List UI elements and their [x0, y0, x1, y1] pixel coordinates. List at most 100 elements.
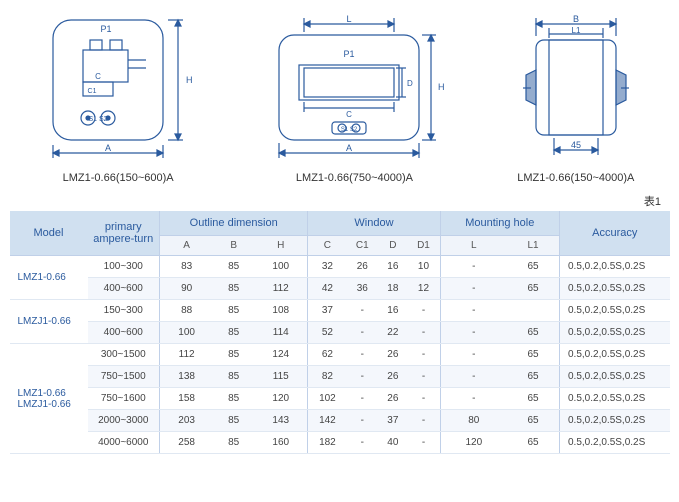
cell-B: 85	[213, 256, 254, 278]
cell-L1: 65	[507, 388, 559, 410]
cell-C: 42	[308, 278, 347, 300]
cell-C1: -	[346, 300, 378, 322]
table-row: 4000~600025885160182-40-120650.5,0.2,0.5…	[10, 432, 670, 454]
col-L1: L1	[507, 236, 559, 256]
cell-C: 37	[308, 300, 347, 322]
svg-text:L1: L1	[571, 26, 580, 35]
table-body: LMZ1-0.66100~300838510032261610-650.5,0.…	[10, 256, 670, 454]
svg-text:H: H	[186, 75, 193, 85]
cell-C1: -	[346, 366, 378, 388]
cell-B: 85	[213, 366, 254, 388]
cell-H: 160	[254, 432, 308, 454]
svg-text:H: H	[438, 82, 445, 92]
cell-at: 2000~3000	[88, 410, 160, 432]
table-caption: 表1	[0, 189, 679, 211]
cell-D1: -	[407, 366, 440, 388]
cell-A: 90	[160, 278, 214, 300]
cell-B: 85	[213, 278, 254, 300]
diagram-3: B L1 45 LMZ1-0.66(150~4000)A	[501, 10, 651, 184]
col-D: D	[378, 236, 407, 256]
diagram-3-svg: B L1 45	[501, 10, 651, 160]
cell-model: LMZ1-0.66	[10, 256, 88, 300]
cell-H: 112	[254, 278, 308, 300]
diagram-2: P1 C D S1 S2 L H	[254, 10, 454, 184]
cell-B: 85	[213, 388, 254, 410]
cell-at: 750~1500	[88, 366, 160, 388]
cell-L: 80	[440, 410, 507, 432]
diagram-3-label: LMZ1-0.66(150~4000)A	[517, 172, 634, 184]
cell-A: 138	[160, 366, 214, 388]
cell-L: -	[440, 256, 507, 278]
cell-C1: 26	[346, 256, 378, 278]
cell-L: -	[440, 366, 507, 388]
cell-L1: 65	[507, 344, 559, 366]
cell-D1: -	[407, 300, 440, 322]
col-B: B	[213, 236, 254, 256]
cell-D1: 12	[407, 278, 440, 300]
cell-L: -	[440, 344, 507, 366]
cell-D: 26	[378, 388, 407, 410]
diagram-2-label: LMZ1-0.66(750~4000)A	[296, 172, 413, 184]
cell-H: 114	[254, 322, 308, 344]
cell-B: 85	[213, 322, 254, 344]
table-row: 750~15001388511582-26--650.5,0.2,0.5S,0.…	[10, 366, 670, 388]
cell-D: 16	[378, 300, 407, 322]
cell-acc: 0.5,0.2,0.5S,0.2S	[560, 410, 670, 432]
cell-D: 22	[378, 322, 407, 344]
cell-A: 158	[160, 388, 214, 410]
cell-C: 182	[308, 432, 347, 454]
diagram-1: P1 C C1 S1 S2 H A LMZ1-0.66(150~600)A	[28, 10, 208, 184]
cell-D: 40	[378, 432, 407, 454]
cell-L: -	[440, 300, 507, 322]
table-row: LMZJ1-0.66150~300888510837-16--0.5,0.2,0…	[10, 300, 670, 322]
col-D1: D1	[407, 236, 440, 256]
col-accuracy: Accuracy	[560, 211, 670, 256]
col-C: C	[308, 236, 347, 256]
col-A: A	[160, 236, 214, 256]
table-row: LMZ1-0.66100~300838510032261610-650.5,0.…	[10, 256, 670, 278]
col-L: L	[440, 236, 507, 256]
cell-D: 26	[378, 344, 407, 366]
cell-D1: -	[407, 344, 440, 366]
cell-D: 18	[378, 278, 407, 300]
cell-H: 124	[254, 344, 308, 366]
diagrams-row: P1 C C1 S1 S2 H A LMZ1-0.66(150~600)A	[0, 0, 679, 189]
svg-text:D: D	[407, 79, 413, 88]
cell-L1: 65	[507, 256, 559, 278]
cell-at: 150~300	[88, 300, 160, 322]
cell-D: 37	[378, 410, 407, 432]
cell-D1: -	[407, 322, 440, 344]
cell-at: 400~600	[88, 278, 160, 300]
cell-model: LMZ1-0.66 LMZJ1-0.66	[10, 344, 88, 454]
svg-text:C: C	[347, 110, 353, 119]
cell-C: 62	[308, 344, 347, 366]
cell-L1: 65	[507, 410, 559, 432]
cell-A: 100	[160, 322, 214, 344]
cell-H: 115	[254, 366, 308, 388]
cell-C1: -	[346, 388, 378, 410]
cell-C1: 36	[346, 278, 378, 300]
spec-table: Model primary ampere-turn Outline dimens…	[10, 211, 670, 454]
cell-A: 203	[160, 410, 214, 432]
table-row: 750~160015885120102-26--650.5,0.2,0.5S,0…	[10, 388, 670, 410]
cell-B: 85	[213, 410, 254, 432]
cell-A: 88	[160, 300, 214, 322]
cell-acc: 0.5,0.2,0.5S,0.2S	[560, 344, 670, 366]
cell-acc: 0.5,0.2,0.5S,0.2S	[560, 322, 670, 344]
header-group-row: Model primary ampere-turn Outline dimens…	[10, 211, 670, 236]
svg-text:L: L	[347, 14, 352, 24]
svg-text:S1 S2: S1 S2	[89, 116, 108, 123]
svg-text:A: A	[105, 143, 111, 153]
cell-C: 82	[308, 366, 347, 388]
cell-B: 85	[213, 432, 254, 454]
cell-C: 32	[308, 256, 347, 278]
col-C1: C1	[346, 236, 378, 256]
cell-C1: -	[346, 410, 378, 432]
cell-at: 400~600	[88, 322, 160, 344]
cell-acc: 0.5,0.2,0.5S,0.2S	[560, 256, 670, 278]
cell-C1: -	[346, 322, 378, 344]
cell-A: 112	[160, 344, 214, 366]
col-group-mount: Mounting hole	[440, 211, 559, 236]
svg-text:C: C	[95, 72, 101, 81]
cell-at: 100~300	[88, 256, 160, 278]
